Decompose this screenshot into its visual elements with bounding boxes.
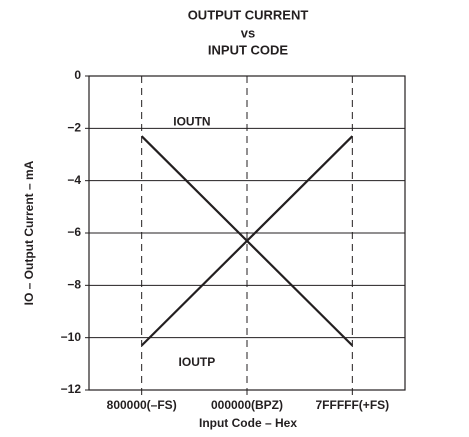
chart-title: OUTPUT CURRENT — [188, 7, 309, 22]
y-tick-label: −10 — [61, 330, 82, 344]
y-tick-label: −4 — [67, 173, 81, 187]
series-line — [140, 135, 354, 347]
y-tick-label: 0 — [74, 68, 81, 82]
x-tick-label: 800000(–FS) — [107, 398, 177, 412]
y-tick-label: −6 — [67, 225, 81, 239]
series-label: IOUTN — [173, 115, 210, 129]
y-tick-label: −2 — [67, 121, 81, 135]
x-tick-label: 000000(BPZ) — [211, 398, 283, 412]
x-axis-label: Input Code – Hex — [199, 416, 297, 430]
chart-title: INPUT CODE — [208, 42, 289, 57]
y-tick-label: −8 — [67, 278, 81, 292]
y-axis-label: IO – Output Current – mA — [22, 160, 36, 305]
y-tick-label: −12 — [61, 382, 82, 396]
chart-title: vs — [241, 25, 255, 40]
x-tick-label: 7FFFFF(+FS) — [315, 398, 389, 412]
series-label: IOUTP — [179, 355, 216, 369]
